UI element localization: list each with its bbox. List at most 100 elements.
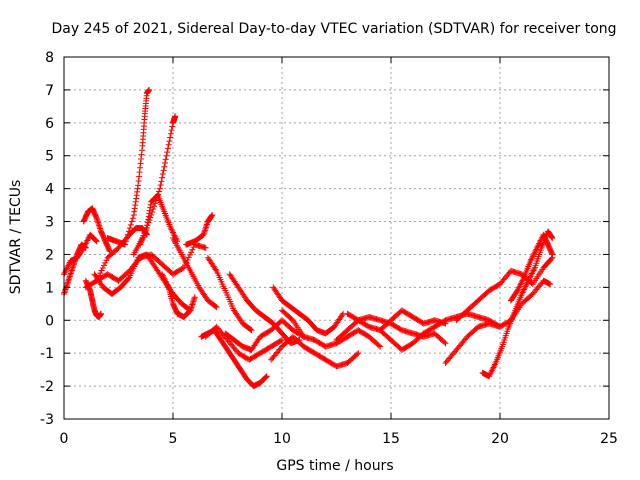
data-point-marker (94, 275, 101, 282)
data-point-marker (188, 249, 195, 256)
data-point-marker (262, 374, 269, 381)
data-point-marker (529, 253, 536, 260)
data-point-marker (172, 113, 179, 120)
data-point-marker (442, 340, 449, 347)
data-point-marker (123, 235, 130, 241)
data-point-marker (526, 276, 533, 283)
data-point-marker (518, 290, 525, 297)
grid (64, 57, 609, 419)
data-point-marker (81, 243, 88, 250)
data-point-marker (125, 228, 132, 235)
series-track-12 (170, 235, 220, 311)
data-point-marker (202, 244, 209, 251)
data-point-marker (516, 283, 523, 290)
data-point-marker (63, 265, 70, 272)
series-track-26 (453, 254, 556, 324)
data-point-marker (66, 260, 73, 267)
data-point-marker (80, 244, 87, 251)
data-point-marker (536, 239, 543, 246)
data-point-marker (547, 281, 554, 288)
data-point-marker (532, 247, 539, 254)
data-point-marker (523, 282, 530, 289)
data-point-marker (549, 251, 556, 258)
data-point-marker (519, 289, 526, 296)
data-point-marker (161, 275, 168, 282)
series-track-20 (270, 284, 347, 337)
data-point-marker (166, 138, 173, 145)
series-track-16 (204, 254, 255, 334)
data-point-marker (191, 294, 198, 301)
data-point-marker (212, 266, 219, 273)
data-point-marker (534, 243, 541, 250)
data-point-marker (519, 277, 526, 284)
series-track-13 (183, 211, 216, 248)
data-point-marker (62, 268, 69, 275)
data-point-marker (158, 178, 165, 185)
data-point-marker (279, 337, 285, 344)
data-point-marker (124, 231, 131, 238)
data-point-marker (520, 286, 527, 293)
data-point-marker (491, 361, 498, 368)
data-point-marker (537, 237, 544, 244)
data-point-marker (490, 364, 497, 371)
y-tick-label: 3 (45, 215, 54, 231)
data-point-marker (486, 371, 493, 378)
data-point-marker (168, 226, 175, 233)
series-track-19 (268, 333, 362, 370)
data-point-marker (167, 130, 174, 137)
data-point-marker (159, 171, 166, 178)
data-point-marker (186, 251, 193, 258)
data-point-marker (528, 255, 535, 262)
data-point-marker (122, 241, 129, 248)
data-point-marker (525, 277, 532, 284)
data-point-marker (162, 278, 169, 285)
data-point-marker (125, 275, 132, 282)
data-point-marker (163, 152, 170, 159)
data-point-marker (247, 326, 254, 333)
data-point-marker (489, 365, 496, 372)
data-point-marker (160, 274, 167, 281)
data-point-marker (354, 351, 361, 358)
data-point-marker (213, 304, 220, 311)
data-point-marker (518, 278, 525, 285)
data-point-marker (92, 237, 99, 244)
data-point-marker (528, 256, 535, 263)
data-point-marker (82, 241, 89, 248)
x-tick-label: 25 (600, 431, 618, 447)
data-point-marker (98, 267, 105, 274)
data-point-marker (169, 228, 176, 235)
data-point-marker (159, 174, 166, 181)
data-point-marker (179, 265, 186, 272)
axis-ticks: 0 5 10 15 20 25 -3 -2 -1 0 1 2 3 4 5 6 7 8 (40, 50, 618, 447)
data-point-marker (167, 134, 174, 141)
data-point-marker (522, 283, 529, 290)
data-point-marker (103, 257, 110, 264)
data-point-marker (526, 274, 533, 281)
data-point-marker (92, 236, 99, 243)
data-point-marker (263, 373, 270, 380)
data-point-marker (530, 267, 537, 274)
y-tick-label: -1 (40, 346, 54, 362)
data-point-marker (548, 255, 555, 262)
data-point-marker (514, 287, 521, 294)
y-tick-label: 4 (45, 182, 54, 198)
series-track-2 (61, 231, 100, 278)
data-point-marker (263, 373, 270, 380)
y-axis-label: SDTVAR / TECUs (8, 180, 24, 295)
data-point-marker (487, 370, 494, 377)
data-point-marker (83, 239, 90, 246)
data-point-marker (375, 342, 382, 349)
data-point-marker (534, 244, 541, 251)
data-point-marker (518, 280, 525, 287)
data-point-marker (97, 270, 104, 277)
data-point-marker (160, 167, 167, 174)
data-point-marker (489, 367, 496, 374)
y-tick-label: 6 (45, 116, 54, 132)
y-tick-label: 8 (45, 50, 54, 66)
data-point-marker (533, 246, 540, 253)
data-point-marker (164, 149, 171, 156)
data-point-marker (529, 269, 536, 276)
data-point-marker (523, 280, 530, 287)
y-tick-label: -2 (40, 379, 54, 395)
